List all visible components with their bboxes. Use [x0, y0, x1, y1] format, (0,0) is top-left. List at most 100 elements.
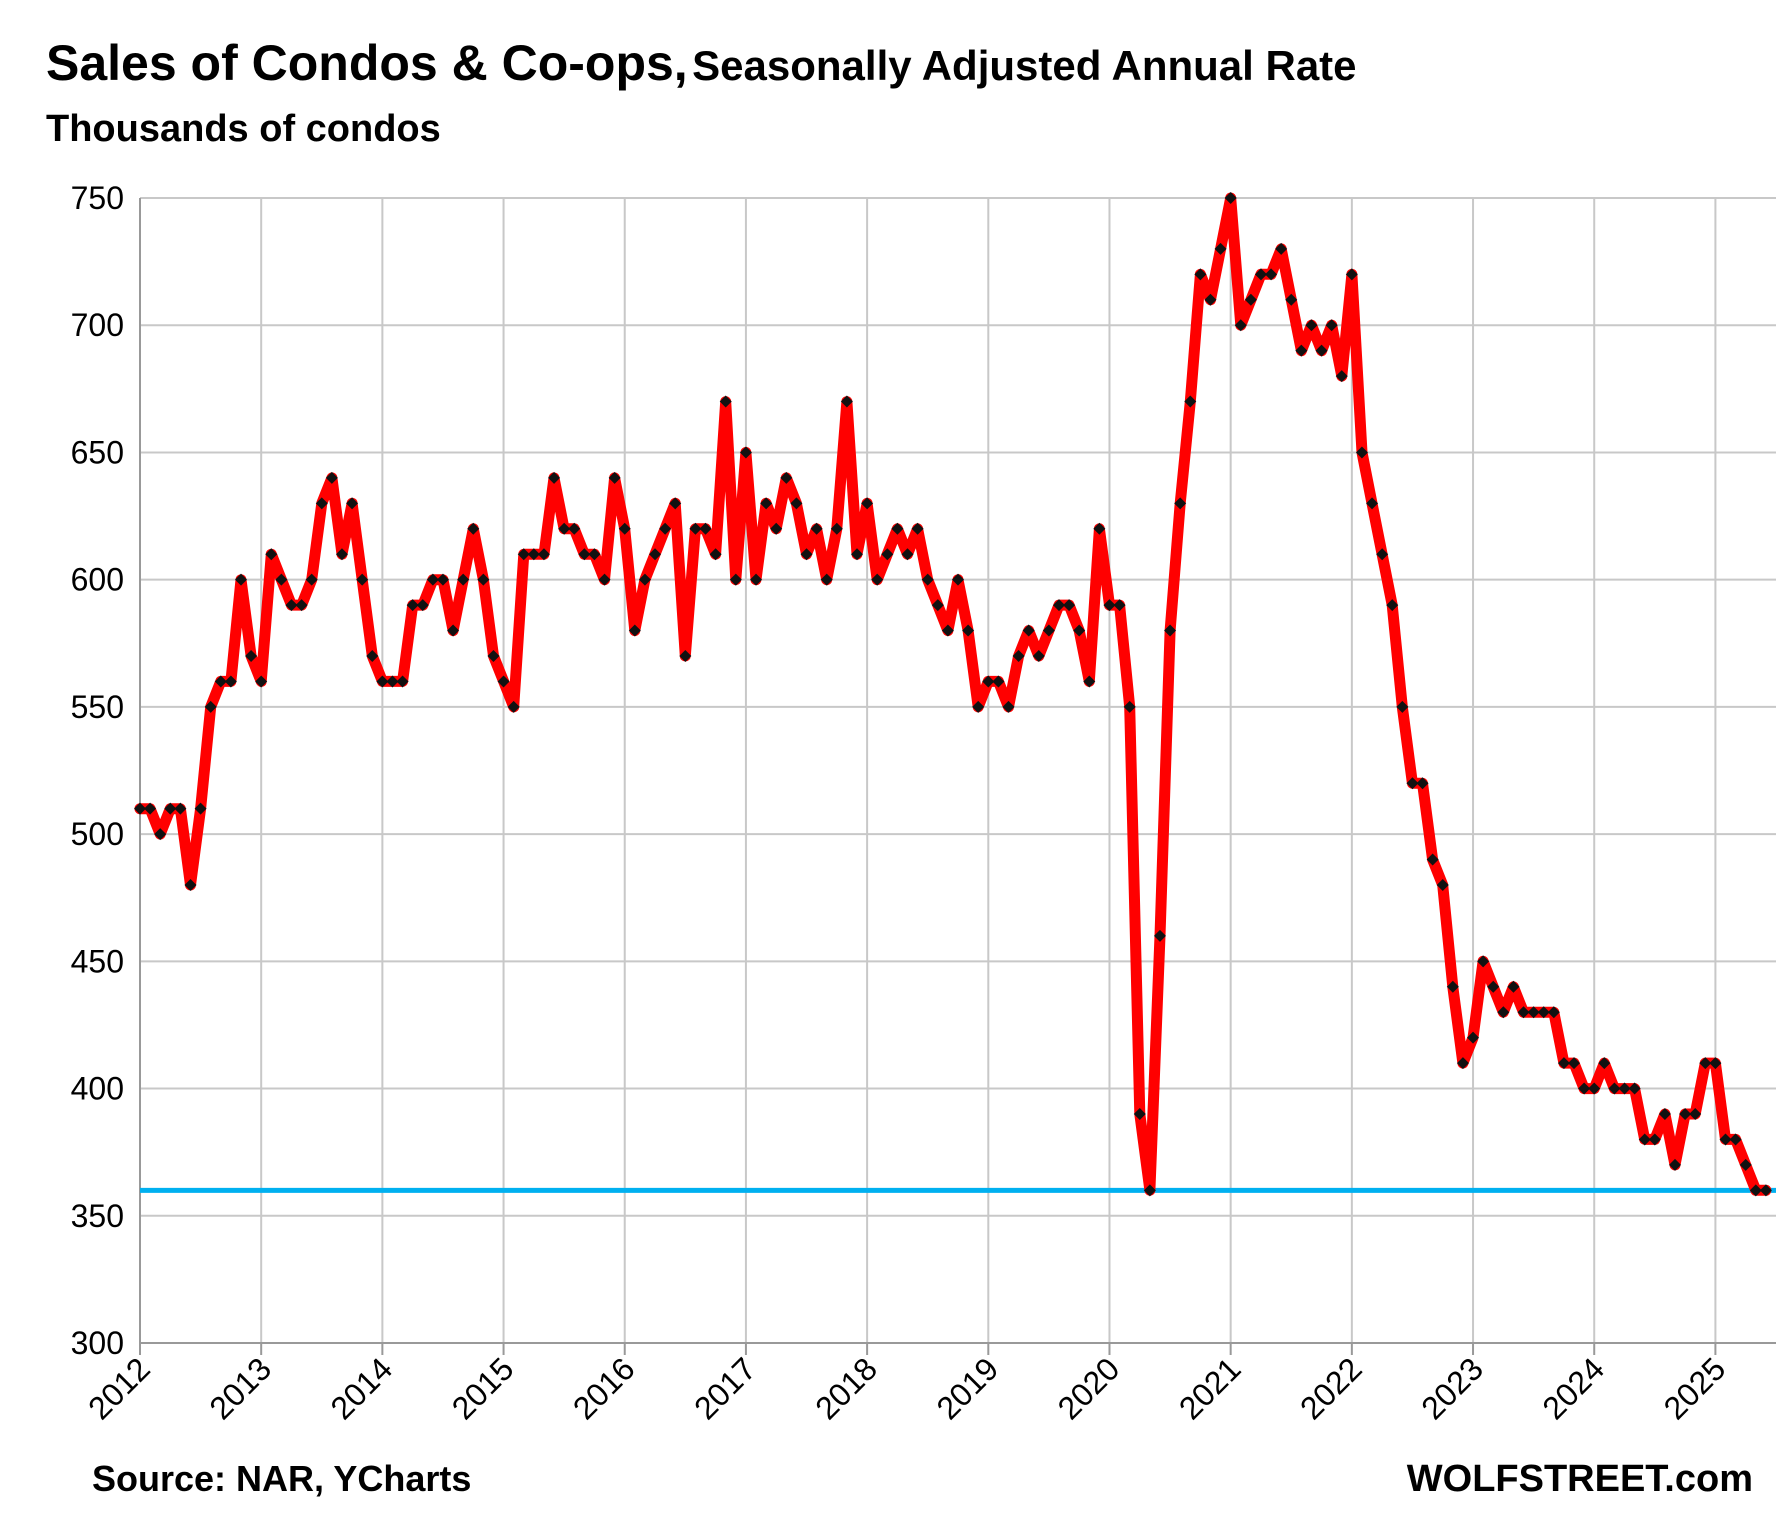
data-point — [598, 573, 611, 586]
y-tick-label: 350 — [71, 1198, 124, 1234]
data-point — [1032, 650, 1045, 662]
data-point — [1103, 599, 1116, 612]
data-point — [1184, 395, 1197, 408]
data-point — [426, 573, 439, 586]
markers-group — [134, 192, 1772, 1197]
chart-title: Sales of Condos & Co-ops, Seasonally Adj… — [46, 34, 1357, 92]
data-point — [366, 650, 379, 662]
data-point — [255, 675, 268, 688]
data-point — [1598, 1057, 1611, 1070]
data-point — [1376, 548, 1389, 561]
data-point — [1547, 1006, 1560, 1019]
data-point — [285, 599, 298, 612]
data-point — [1699, 1057, 1712, 1070]
data-point — [1265, 268, 1278, 281]
data-point — [1022, 624, 1035, 637]
data-point — [1709, 1057, 1722, 1070]
data-point — [568, 522, 581, 535]
x-tick-label: 2022 — [1293, 1350, 1369, 1426]
axes — [139, 198, 1776, 1355]
data-point — [1749, 1184, 1762, 1197]
data-point — [881, 548, 894, 561]
data-point — [1083, 675, 1096, 688]
data-point — [689, 522, 702, 535]
data-point — [265, 548, 278, 561]
data-point — [144, 802, 157, 815]
data-point — [214, 675, 227, 688]
data-point — [224, 675, 237, 688]
grid — [139, 197, 1776, 1344]
data-point — [457, 573, 470, 586]
data-point — [649, 548, 662, 561]
y-tick-label: 300 — [71, 1325, 124, 1361]
data-point — [952, 573, 964, 586]
data-point — [1164, 624, 1177, 637]
data-point — [1305, 319, 1318, 332]
data-point — [467, 522, 480, 535]
x-tick-label: 2017 — [687, 1350, 763, 1426]
data-point — [1355, 446, 1368, 459]
data-point — [527, 548, 540, 561]
data-point — [972, 700, 985, 713]
data-point — [1568, 1057, 1581, 1070]
data-point — [861, 497, 874, 510]
data-point — [477, 573, 490, 586]
data-point — [1759, 1184, 1772, 1197]
data-point — [1093, 522, 1106, 535]
data-point — [760, 497, 773, 510]
data-point — [790, 497, 803, 510]
data-point — [608, 471, 621, 484]
data-point — [1406, 777, 1419, 790]
data-point — [1729, 1133, 1742, 1146]
series-group — [134, 192, 1772, 1196]
x-tick-label: 2020 — [1051, 1350, 1127, 1426]
data-point — [941, 624, 954, 637]
data-point — [911, 522, 924, 535]
data-point — [164, 802, 177, 815]
data-point — [588, 548, 601, 561]
y-tick-label: 750 — [71, 180, 124, 216]
data-point — [1618, 1082, 1631, 1095]
data-point — [1052, 599, 1065, 612]
data-point — [396, 675, 409, 688]
data-point — [891, 522, 904, 535]
data-point — [1224, 192, 1237, 204]
data-point — [1658, 1108, 1671, 1120]
data-point — [275, 573, 288, 586]
data-point — [851, 548, 864, 561]
data-point — [315, 497, 328, 510]
data-point — [1285, 293, 1298, 306]
x-tick-label: 2025 — [1657, 1350, 1733, 1426]
data-point — [1073, 624, 1086, 637]
data-point — [578, 548, 591, 561]
data-point — [1295, 344, 1308, 357]
y-tick-label: 600 — [71, 562, 124, 598]
y-tick-label: 450 — [71, 943, 124, 979]
data-point — [325, 471, 338, 484]
title-sub: Seasonally Adjusted Annual Rate — [692, 42, 1357, 89]
x-tick-label: 2012 — [81, 1350, 157, 1426]
data-point — [447, 624, 460, 637]
data-point — [750, 573, 763, 586]
data-point — [558, 522, 571, 535]
data-point — [1487, 980, 1500, 993]
data-point — [921, 573, 934, 586]
data-point — [1446, 980, 1459, 993]
data-point — [406, 599, 419, 612]
data-point — [820, 573, 833, 586]
data-point — [659, 522, 672, 535]
x-tick-label: 2016 — [566, 1350, 642, 1426]
data-point — [699, 522, 712, 535]
data-point — [1588, 1082, 1601, 1095]
data-point — [1426, 853, 1439, 866]
data-point — [618, 522, 631, 535]
data-point — [1143, 1184, 1156, 1197]
data-point — [982, 675, 995, 688]
data-point — [356, 573, 369, 586]
data-point — [628, 624, 641, 637]
data-point — [517, 548, 530, 561]
data-point — [1416, 777, 1429, 790]
y-tick-labels: 300 350 400 450 500 550 600 650 700 750 — [71, 180, 124, 1361]
x-tick-label: 2013 — [202, 1350, 278, 1426]
